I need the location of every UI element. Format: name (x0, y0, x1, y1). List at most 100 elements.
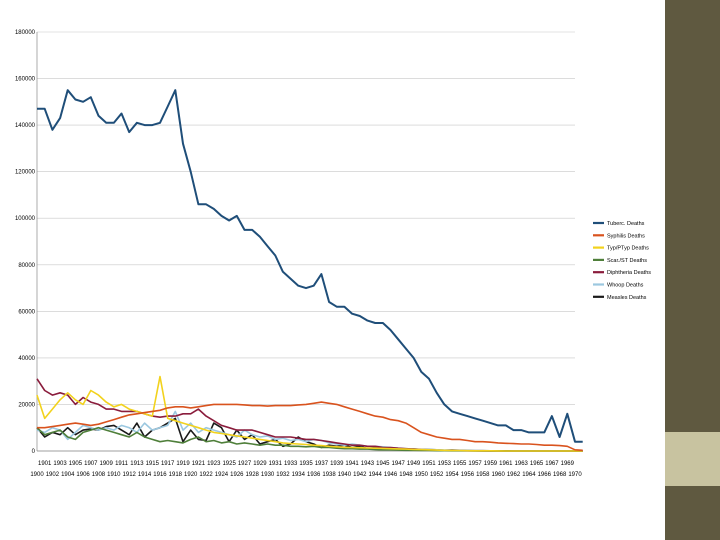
x-tick-label: 1902 (46, 472, 60, 478)
x-tick-label: 1953 (438, 461, 452, 467)
y-tick-label: 80000 (18, 263, 35, 269)
x-tick-label: 1949 (407, 461, 421, 467)
legend: Tuberc. Deaths Syphilis Deaths Typ/PTyp De… (593, 221, 651, 301)
x-tick-label: 1908 (92, 472, 106, 478)
x-tick-label: 1969 (561, 461, 575, 467)
x-tick-label: 1919 (176, 461, 190, 467)
x-tick-label: 1931 (269, 461, 283, 467)
series-line-diphtheria-deaths (36, 378, 583, 452)
legend-label: Diphtheria Deaths (607, 270, 651, 276)
x-tick-label: 1944 (368, 472, 382, 478)
x-tick-label: 1958 (476, 472, 490, 478)
series-line-tuberc-deaths (37, 89, 583, 443)
x-tick-label: 1955 (453, 461, 467, 467)
x-tick-label: 1947 (392, 461, 406, 467)
y-tick-label: 60000 (18, 309, 35, 315)
x-tick-label: 1968 (553, 472, 567, 478)
x-tick-label: 1922 (199, 472, 213, 478)
legend-label: Scar./ST Deaths (607, 258, 647, 264)
grid-lines (36, 31, 575, 452)
legend-label: Typ/PTyp Deaths (607, 246, 649, 252)
x-tick-label: 1959 (484, 461, 498, 467)
x-tick-label: 1946 (384, 472, 398, 478)
y-tick-label: 100000 (15, 216, 36, 222)
x-axis-ticks: 1901 1903 1905 1907 1909 1911 1913 1915 1917 1919… (30, 461, 582, 478)
x-tick-label: 1924 (215, 472, 229, 478)
y-tick-label: 40000 (18, 356, 35, 362)
x-tick-label: 1966 (538, 472, 552, 478)
x-tick-label: 1945 (376, 461, 390, 467)
x-tick-label: 1907 (84, 461, 98, 467)
x-tick-label: 1939 (330, 461, 344, 467)
x-tick-label: 1940 (338, 472, 352, 478)
x-tick-label: 1903 (53, 461, 67, 467)
x-tick-label: 1935 (299, 461, 313, 467)
series-line-typ-ptyp-deaths (36, 375, 583, 452)
x-tick-label: 1910 (107, 472, 121, 478)
decorative-sidebar-accent (665, 432, 720, 486)
x-tick-label: 1916 (153, 472, 167, 478)
x-tick-label: 1936 (307, 472, 321, 478)
x-tick-label: 1970 (568, 472, 582, 478)
x-tick-label: 1928 (246, 472, 260, 478)
y-tick-label: 20000 (18, 402, 35, 408)
x-tick-label: 1960 (491, 472, 505, 478)
x-tick-label: 1905 (69, 461, 83, 467)
chart-panel: 0 20000 40000 60000 80000 100000 120000 140000 1… (10, 18, 655, 496)
x-tick-label: 1950 (415, 472, 429, 478)
x-tick-label: 1941 (345, 461, 359, 467)
x-tick-label: 1956 (461, 472, 475, 478)
x-tick-label: 1923 (207, 461, 221, 467)
x-tick-label: 1962 (507, 472, 521, 478)
x-tick-label: 1914 (138, 472, 152, 478)
x-tick-label: 1963 (515, 461, 529, 467)
x-tick-label: 1952 (430, 472, 444, 478)
x-tick-label: 1965 (530, 461, 544, 467)
x-tick-label: 1933 (284, 461, 298, 467)
x-tick-label: 1911 (115, 461, 129, 467)
y-tick-label: 160000 (15, 77, 36, 83)
x-tick-label: 1967 (545, 461, 559, 467)
y-axis-ticks: 0 20000 40000 60000 80000 100000 120000 140000 1… (15, 30, 36, 455)
x-tick-label: 1964 (522, 472, 536, 478)
x-tick-label: 1954 (445, 472, 459, 478)
x-tick-label: 1951 (422, 461, 436, 467)
x-tick-label: 1917 (161, 461, 175, 467)
x-tick-label: 1938 (322, 472, 336, 478)
mortality-line-chart: 0 20000 40000 60000 80000 100000 120000 140000 1… (15, 30, 651, 478)
x-tick-label: 1912 (123, 472, 137, 478)
x-tick-label: 1904 (61, 472, 75, 478)
x-tick-label: 1927 (238, 461, 252, 467)
x-tick-label: 1943 (361, 461, 375, 467)
y-tick-label: 120000 (15, 170, 36, 176)
x-tick-label: 1942 (353, 472, 367, 478)
x-tick-label: 1909 (99, 461, 113, 467)
x-tick-label: 1934 (292, 472, 306, 478)
x-tick-label: 1913 (130, 461, 144, 467)
series-line-syphilis-deaths (37, 401, 583, 452)
x-tick-label: 1900 (30, 472, 44, 478)
x-tick-label: 1937 (315, 461, 329, 467)
x-tick-label: 1906 (76, 472, 90, 478)
series-lines (36, 89, 583, 452)
x-tick-label: 1930 (261, 472, 275, 478)
y-tick-label: 180000 (15, 30, 36, 36)
legend-label: Syphilis Deaths (607, 233, 645, 239)
x-tick-label: 1929 (253, 461, 267, 467)
x-tick-label: 1961 (499, 461, 513, 467)
y-tick-label: 140000 (15, 123, 36, 129)
x-tick-label: 1926 (230, 472, 244, 478)
x-tick-label: 1948 (399, 472, 413, 478)
x-tick-label: 1925 (222, 461, 236, 467)
legend-label: Measles Deaths (607, 295, 647, 301)
x-tick-label: 1918 (169, 472, 183, 478)
x-tick-label: 1915 (146, 461, 160, 467)
y-tick-label: 0 (32, 449, 36, 455)
x-tick-label: 1920 (184, 472, 198, 478)
x-tick-label: 1901 (38, 461, 52, 467)
x-tick-label: 1921 (192, 461, 206, 467)
x-tick-label: 1957 (468, 461, 482, 467)
legend-label: Tuberc. Deaths (607, 221, 645, 227)
x-tick-label: 1932 (276, 472, 290, 478)
